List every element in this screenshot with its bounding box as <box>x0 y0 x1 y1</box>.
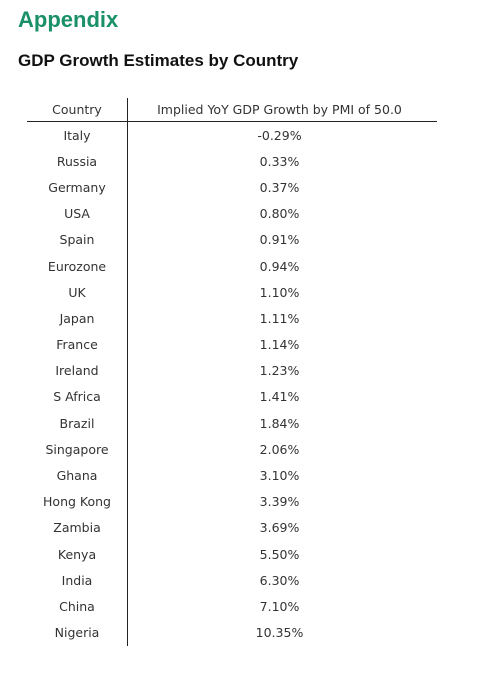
country-cell: Ghana <box>27 462 128 489</box>
table-row: Brazil 1.84% <box>27 410 437 437</box>
table-row: France 1.14% <box>27 331 437 358</box>
gdp-growth-cell: 6.30% <box>259 572 300 588</box>
table-row: Zambia 3.69% <box>27 514 437 541</box>
table-row: Singapore 2.06% <box>27 436 437 463</box>
table-row: Russia 0.33% <box>27 148 437 175</box>
country-cell: Nigeria <box>27 619 128 646</box>
table-row: Ireland 1.23% <box>27 357 437 384</box>
country-cell: Japan <box>27 305 128 332</box>
table-body: Italy -0.29% Russia 0.33% Germany 0.37% USA 0.8… <box>27 122 437 646</box>
country-cell: S Africa <box>27 383 128 411</box>
table-row: Nigeria 10.35% <box>27 619 437 646</box>
gdp-growth-cell: 1.11% <box>259 310 300 326</box>
table-row: Eurozone 0.94% <box>27 252 437 280</box>
table-title: GDP Growth Estimates by Country <box>18 51 299 70</box>
table-row: Spain 0.91% <box>27 226 437 253</box>
country-cell: China <box>27 593 128 620</box>
gdp-growth-cell: 5.50% <box>259 546 300 562</box>
country-cell: Ireland <box>27 357 128 384</box>
gdp-growth-cell: 1.14% <box>259 337 300 353</box>
country-cell: Eurozone <box>27 252 128 280</box>
gdp-growth-cell: 0.91% <box>259 232 300 248</box>
country-cell: UK <box>27 279 128 306</box>
gdp-growth-cell: 7.10% <box>259 598 300 614</box>
gdp-growth-cell: 1.84% <box>259 415 300 431</box>
table-row: India 6.30% <box>27 567 437 594</box>
country-cell: Germany <box>27 174 128 201</box>
table-header-row: Country Implied YoY GDP Growth by PMI of… <box>27 98 437 122</box>
table-row: Ghana 3.10% <box>27 462 437 489</box>
country-cell: USA <box>27 200 128 227</box>
country-cell: Hong Kong <box>27 488 128 515</box>
country-cell: Italy <box>27 122 128 149</box>
gdp-growth-cell: 1.41% <box>259 389 300 405</box>
table-row: S Africa 1.41% <box>27 383 437 411</box>
table-row: China 7.10% <box>27 593 437 620</box>
country-cell: Russia <box>27 148 128 175</box>
country-cell: India <box>27 567 128 594</box>
country-cell: France <box>27 331 128 358</box>
table-row: Japan 1.11% <box>27 305 437 332</box>
table-row: Germany 0.37% <box>27 174 437 201</box>
country-cell: Spain <box>27 226 128 253</box>
table-row: Kenya 5.50% <box>27 541 437 568</box>
gdp-growth-cell: 1.10% <box>259 284 300 300</box>
gdp-growth-cell: 1.23% <box>259 363 300 379</box>
gdp-growth-cell: 3.39% <box>259 494 300 510</box>
gdp-growth-cell: -0.29% <box>257 127 302 143</box>
country-cell: Brazil <box>27 410 128 437</box>
table-row: Hong Kong 3.39% <box>27 488 437 515</box>
gdp-growth-table: Country Implied YoY GDP Growth by PMI of… <box>27 98 437 646</box>
country-cell: Kenya <box>27 541 128 568</box>
column-header-gdp-growth: Implied YoY GDP Growth by PMI of 50.0 <box>157 102 402 117</box>
gdp-growth-cell: 0.94% <box>259 258 300 274</box>
gdp-growth-cell: 0.37% <box>259 179 300 195</box>
section-title: Appendix <box>18 7 119 32</box>
country-cell: Zambia <box>27 514 128 541</box>
table-row: UK 1.10% <box>27 279 437 306</box>
country-cell: Singapore <box>27 436 128 463</box>
gdp-growth-cell: 3.69% <box>259 520 300 536</box>
gdp-growth-cell: 3.10% <box>259 468 300 484</box>
table-row: Italy -0.29% <box>27 122 437 149</box>
gdp-growth-cell: 2.06% <box>259 441 300 457</box>
gdp-growth-cell: 0.33% <box>259 153 300 169</box>
gdp-growth-cell: 0.80% <box>259 206 300 222</box>
gdp-growth-cell: 10.35% <box>255 625 304 641</box>
column-header-country: Country <box>27 98 128 121</box>
table-row: USA 0.80% <box>27 200 437 227</box>
